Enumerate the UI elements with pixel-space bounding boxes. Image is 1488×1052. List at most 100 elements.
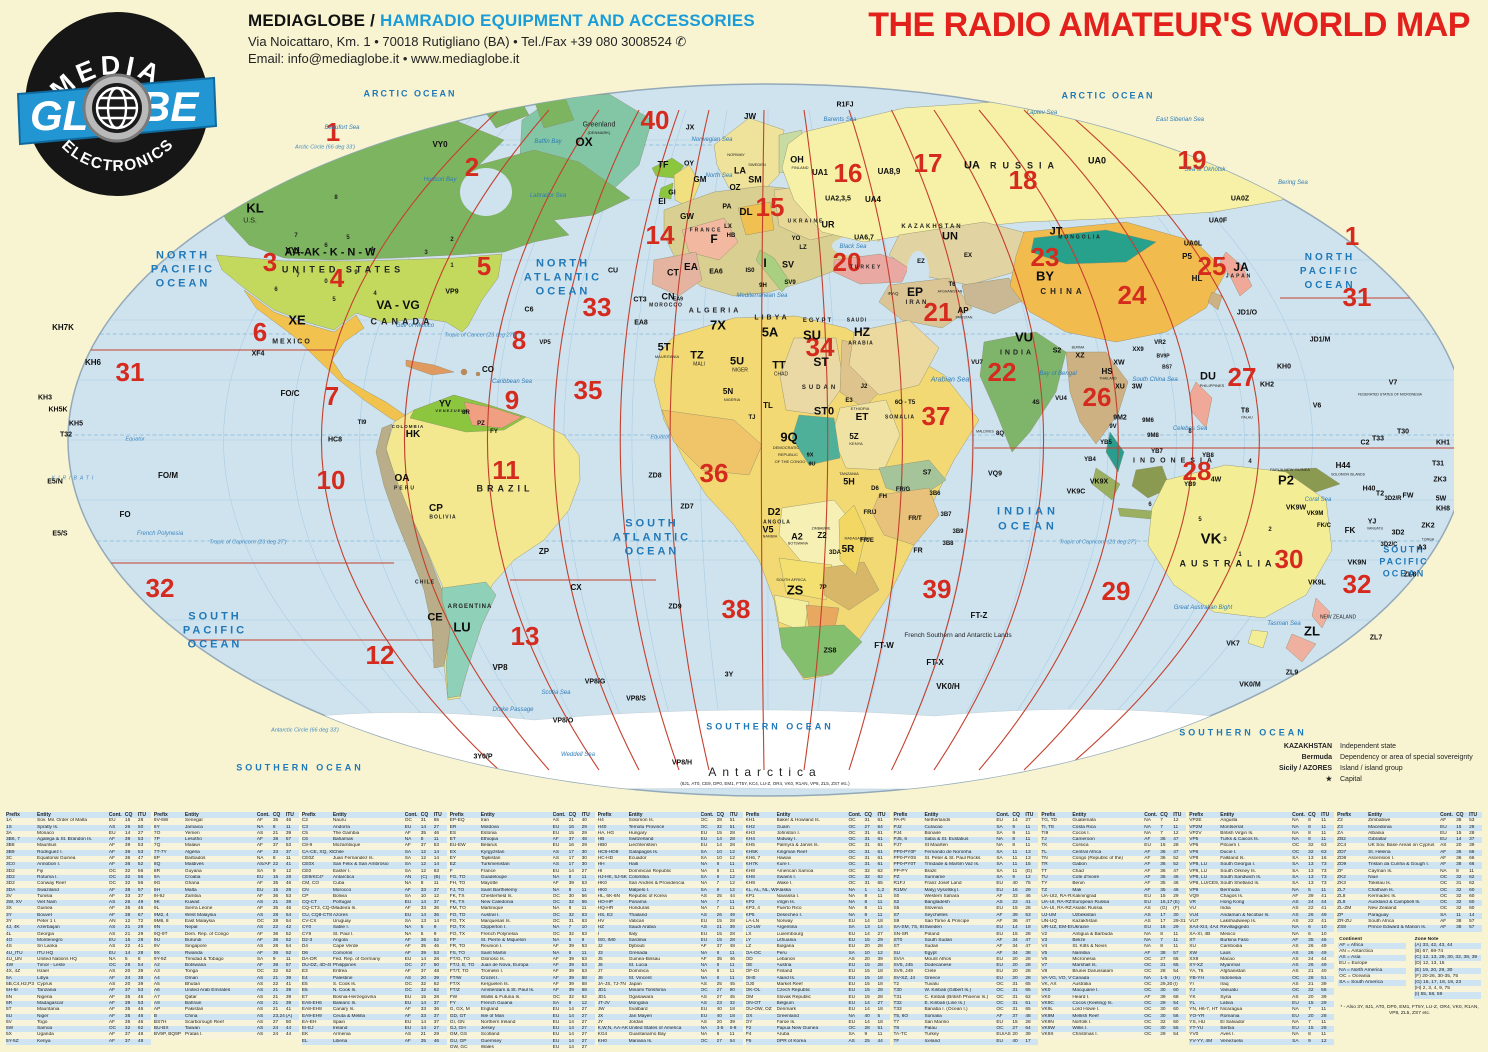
table-row: 3V Tunisia AF 33 37	[6, 893, 151, 901]
table-row: PJ5, 6 Saba & St. Eustatius NA 8 11	[893, 837, 1039, 844]
table-row: YB-YH Indonesia OC 28 51	[1189, 975, 1335, 983]
table-row: J6 St. Lucia NA 8 11	[597, 963, 743, 970]
table-row: 6V-6W Senegal AF 35 46	[153, 818, 299, 825]
table-row: 5N Nigeria AF 35 46	[6, 994, 151, 1001]
table-row: 5A Libya AF 34 38	[6, 975, 151, 983]
table-row: 4U_ITU ITU HQ EU 14 28	[6, 950, 151, 957]
table-row: 5V Togo AF 35 46	[6, 1019, 151, 1027]
table-row: 9A Croatia EU 15 28	[153, 874, 299, 882]
table-row: KH3 Johnston I. OC 31 61	[745, 830, 891, 838]
table-row: Z3 Macedonia EU 15 28	[1337, 824, 1483, 831]
table-row: HZ Saudi Arabia AS 21 39	[597, 925, 743, 932]
notes-title: Continent	[1339, 936, 1362, 942]
table-row: VR Hong Kong AS 24 44	[1189, 900, 1335, 907]
table-row: CE0Z Juan Fernandez Is. SA 12 14	[301, 856, 447, 863]
table-row: A3 Tonga OC 32 62	[153, 969, 299, 976]
table-row: PJ4 Bonaire SA 9 11	[893, 830, 1039, 838]
table-row: 9K Kuwait AS 21 39	[153, 900, 299, 907]
table-row: PA-PI Netherlands EU 14 27	[893, 818, 1039, 825]
table-row: VP8 Falkland Is. SA 13 16	[1189, 856, 1335, 863]
table-row: HI Dominican Republic NA 8 11	[597, 868, 743, 875]
table-row: FK, TX Chesterfield Is. OC 30 56	[449, 893, 595, 901]
prefix-table-group: Prefix Entity Cont. CQ ITU 1A Sov. Mil. Order …	[6, 812, 151, 1050]
table-row: OX Greenland NA 40 5	[745, 1013, 891, 1020]
table-header-row: Prefix Entity Cont. CQ ITU	[301, 812, 447, 819]
table-row: BV9P, BQ9P Pratas I. AS 24 44	[153, 1032, 299, 1039]
table-row: OJ0 Market Reef EU 15 18	[745, 982, 891, 989]
table-row: YN, H6-7, HT Nicaragua NA 7 11	[1189, 1007, 1335, 1014]
table-row: T2 Tuvalu OC 31 65	[893, 982, 1039, 989]
prefix-table-group: Prefix Entity Cont. CQ ITU H4 Solomon Is. OC 28 5…	[597, 812, 743, 1050]
table-row: EA8-EH8 Canary Is. AF 33 36	[301, 1007, 447, 1014]
table-row: 9N Nepal AS 22 42	[153, 925, 299, 932]
table-row: IS0, IM0 Sardinia EU 15 28	[597, 937, 743, 945]
table-row: EP-EQ Iran AS 21 40	[449, 818, 595, 825]
table-row: 9Y-9Z Trinidad & Tobago SA 9 11	[153, 956, 299, 964]
table-row: 6Y Jamaica NA 8 11	[153, 824, 299, 831]
prefix-table-group: Prefix Entity Cont. CQ ITU Z2 Zimbabwe AF 38 53 Z3…	[1337, 812, 1483, 1050]
table-row: KG4 Guantanamo Bay NA 8 11	[597, 1032, 743, 1039]
table-row: 7T-7Y Algeria AF 33 37	[153, 849, 299, 857]
table-row: A6 United Arab Emirates AS 21 39	[153, 988, 299, 995]
legend-description: Capital	[1340, 775, 1362, 783]
table-row: R1FJ Franz Josef Land EU 40 75	[893, 881, 1039, 888]
landmass-usa	[215, 253, 503, 333]
table-row: ZD9 Tristan da Cunha & Gough I. AF 38 66	[1337, 862, 1483, 869]
table-row: ER Moldova EU 16 29	[449, 824, 595, 831]
table-row: FT/T, TO Tromelin I. AF 39 53	[449, 969, 595, 976]
table-row: C2 Nauru OC 31 65	[301, 818, 447, 825]
table-row: TJ Cameroon AF 36 47	[1041, 837, 1187, 844]
table-row: SV/A Mount Athos EU 20 28	[893, 956, 1039, 964]
table-row: 7P Lesotho AF 38 57	[153, 837, 299, 844]
table-row: EK Armenia AS 21 29	[301, 1032, 447, 1039]
table-row: DA-DR Fed. Rep. of Germany EU 14 28	[301, 956, 447, 964]
table-row: I Italy EU 15 28	[597, 931, 743, 938]
table-row: 8R Guyana SA 9 12	[153, 868, 299, 875]
landmass-india	[979, 331, 1067, 453]
table-row: BU-BX Taiwan AS 24 44	[153, 1026, 299, 1033]
table-row: PP0-PY0S St. Peter & St. Paul Rocks SA 11 13	[893, 856, 1039, 863]
notes-title: Zone Note	[1414, 936, 1439, 942]
table-row: 3B6, 7 Agalega & St. Brandon Is. AF 39 53	[6, 837, 151, 844]
notes-item: (C) 12, 13, 29, 30, 32, 38, 39	[1413, 955, 1482, 962]
table-row: 3Y Peter 1 I. AN 12 72	[6, 919, 151, 926]
table-row: TA-TC Turkey EU/AS 20 39	[893, 1032, 1039, 1039]
table-row: HB0 Liechtenstein EU 14 28	[597, 843, 743, 850]
notes-item: AS = Asia	[1338, 955, 1406, 962]
table-row: 3Y Bouvet AF 38 67	[6, 912, 151, 920]
table-row: 9G Ghana AF 35 46	[153, 881, 299, 888]
table-row: JX Jan Mayen EU 40 18	[597, 1013, 743, 1020]
legend-term: KAZAKHSTAN	[1283, 743, 1332, 750]
table-row: HO-HP Panama NA 7 11	[597, 900, 743, 907]
table-row: GD, GT Isle of Man EU 14 27	[449, 1013, 595, 1020]
table-row: PP0-PY0F Fernando de Noronha SA 11 13	[893, 849, 1039, 857]
table-row: FO, TX French Polynesia OC 32 63	[449, 931, 595, 938]
table-row: JW Svalbard EU 40 18	[597, 1007, 743, 1014]
table-row: KH5 Palmyra & Jarvis Is. OC 31 61	[745, 843, 891, 850]
table-row: TI, TE Costa Rica NA 7 11	[1041, 824, 1187, 831]
table-row: 8P Barbados NA 8 11	[153, 856, 299, 863]
table-row: 5H-5I Tanzania AF 37 53	[6, 988, 151, 995]
table-row: 3B8 Mauritius AF 39 53	[6, 843, 151, 850]
table-row: A7 Qatar AS 21 39	[153, 994, 299, 1001]
table-row: YL Latvia EU 15 29	[1189, 1000, 1335, 1008]
table-row: SV5, J45 Dodecanese EU 20 28	[893, 963, 1039, 970]
table-row: CU, CQ8-CT8 Azores EU 14 36	[301, 912, 447, 920]
table-row: 3C0 Annobon I. AF 36 52	[6, 862, 151, 869]
table-row: ZK3 Tokelau Is. OC 31 62	[1337, 881, 1483, 888]
table-row: SV9, J49 Crete EU 20 28	[893, 969, 1039, 976]
table-row: LA-LN Norway EU 14 18	[745, 919, 891, 926]
table-row: XT Burkina Faso AF 35 46	[1189, 937, 1335, 945]
table-row: VP9 Bermuda NA 5 11	[1189, 887, 1335, 894]
table-row: KH1 Baker & Howland Is. OC 31 61	[745, 818, 891, 825]
table-row: CQ-CT Portugal EU 14 37	[301, 900, 447, 907]
table-row: S5 Slovenia EU 15 28	[893, 906, 1039, 913]
table-row: TK Corsica EU 15 28	[1041, 843, 1187, 850]
logo-graphic: MEDIA GL BE ELECTRONICS	[16, 12, 218, 196]
table-row: TI9 Cocos I. NA 7 12	[1041, 830, 1187, 838]
table-row: HB Switzerland EU 14 28	[597, 837, 743, 844]
table-row: S9 Sao Tome & Principe AF 36 47	[893, 919, 1039, 926]
table-row: LX Luxembourg EU 14 27	[745, 931, 891, 938]
table-row: J2 Djibouti AF 37 48	[597, 944, 743, 951]
table-row: VU India AS 22 41	[1189, 906, 1335, 913]
